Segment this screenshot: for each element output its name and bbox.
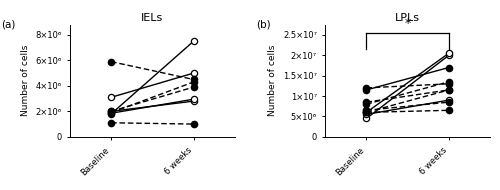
Text: (a): (a) bbox=[1, 19, 15, 29]
Y-axis label: Number of cells: Number of cells bbox=[21, 45, 30, 116]
Text: *: * bbox=[404, 17, 411, 30]
Title: IELs: IELs bbox=[141, 13, 164, 23]
Title: LPLs: LPLs bbox=[395, 13, 420, 23]
Y-axis label: Number of cells: Number of cells bbox=[268, 45, 278, 116]
Text: (b): (b) bbox=[256, 19, 270, 29]
